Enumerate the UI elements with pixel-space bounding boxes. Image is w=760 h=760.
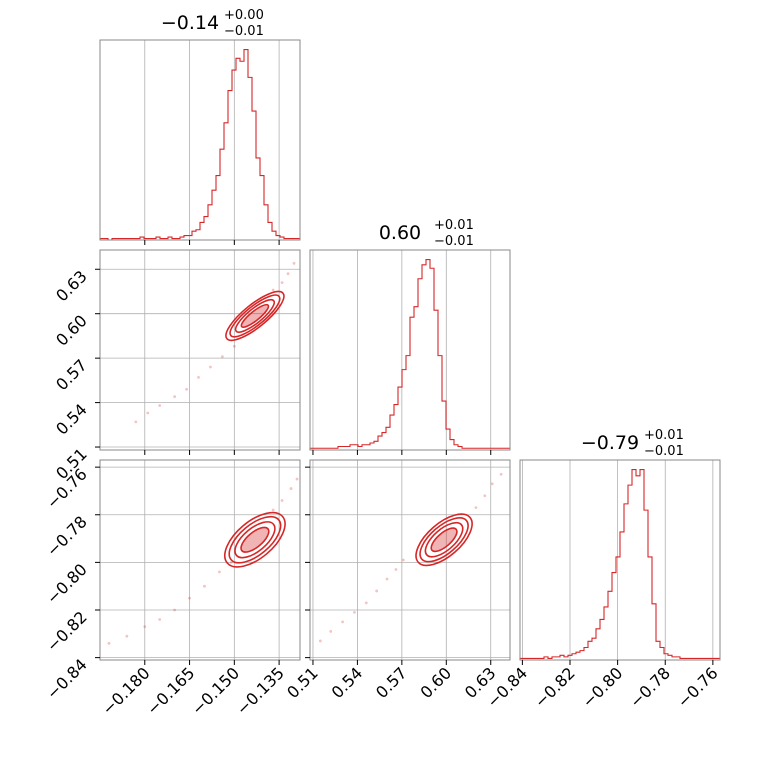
sample-point — [385, 577, 389, 581]
sample-point — [280, 281, 284, 284]
sample-point — [185, 387, 188, 391]
sample-point — [318, 639, 322, 643]
sample-point — [483, 494, 487, 498]
y-tick-label: 0.60 — [52, 311, 91, 350]
contour-level-1 — [234, 521, 276, 559]
sample-point — [280, 499, 284, 502]
contour-level-2 — [229, 294, 281, 338]
sample-point — [329, 630, 333, 633]
contour-level-2 — [228, 515, 282, 564]
sample-point — [490, 482, 494, 486]
sample-point — [271, 288, 275, 292]
pair-panel-0-2 — [99, 459, 301, 661]
x-tick-label: 0.54 — [328, 663, 367, 702]
sample-point — [146, 411, 150, 415]
param-title-plus: +0.01 — [434, 218, 474, 233]
panel-frame — [519, 459, 721, 661]
param-title-1: 0.60 — [379, 222, 421, 244]
param-title-0: −0.14 — [161, 12, 219, 34]
contour-level-3 — [415, 513, 473, 567]
contour-level-0 — [240, 526, 270, 553]
panel-frame — [309, 459, 511, 661]
sample-point — [229, 560, 233, 564]
x-tick-label: −0.80 — [578, 663, 626, 711]
panel-frame — [309, 249, 511, 451]
sample-point — [158, 618, 162, 621]
sample-point — [220, 355, 224, 359]
sample-point — [341, 620, 344, 624]
panel-frame — [99, 249, 301, 451]
param-title-plus: +0.01 — [644, 428, 684, 443]
x-tick-label: −0.135 — [233, 663, 288, 718]
x-tick-label: −0.150 — [188, 663, 243, 718]
contour-level-1 — [234, 298, 276, 333]
contour-level-3 — [224, 511, 286, 568]
sample-point — [143, 625, 147, 629]
contour-level-2 — [419, 517, 469, 563]
sample-point — [295, 477, 299, 481]
y-tick-label: 0.54 — [52, 400, 91, 439]
sample-point — [474, 506, 478, 510]
x-tick-label: −0.82 — [531, 663, 579, 711]
sample-point — [394, 568, 398, 571]
histogram-step-line — [99, 48, 300, 241]
sample-point — [188, 596, 191, 600]
hist-panel-2: −0.79 +0.01−0.01 — [519, 428, 721, 661]
sample-point — [401, 558, 405, 562]
y-tick-label: −0.80 — [43, 560, 91, 608]
x-tick-label: −0.180 — [98, 663, 153, 718]
histogram-step-line — [519, 468, 720, 660]
y-tick-label: −0.82 — [43, 607, 91, 655]
sample-point — [209, 365, 212, 369]
contour-level-1 — [424, 521, 464, 558]
y-tick-label: −0.84 — [43, 655, 91, 703]
x-tick-label: 0.57 — [372, 663, 411, 702]
sample-point — [375, 589, 379, 593]
param-title-minus: −0.01 — [644, 444, 684, 459]
x-tick-label: 0.51 — [283, 663, 322, 702]
sample-point — [173, 395, 177, 399]
sample-point — [289, 487, 293, 490]
sample-point — [292, 261, 296, 265]
histogram-step-line — [309, 258, 510, 450]
sample-point — [499, 472, 503, 476]
contour-level-0 — [240, 303, 270, 329]
sample-point — [107, 641, 111, 645]
param-title-2: −0.79 — [581, 432, 639, 454]
hist-panel-0: −0.14 +0.00−0.01 — [99, 8, 301, 241]
sample-point — [232, 344, 236, 348]
sample-point — [203, 584, 206, 588]
sample-point — [134, 420, 138, 424]
sample-point — [197, 376, 200, 379]
x-tick-label: −0.78 — [626, 663, 674, 711]
x-tick-label: −0.76 — [674, 663, 722, 711]
y-tick-label: −0.78 — [43, 512, 91, 560]
hist-panel-1: 0.60 +0.01−0.01 — [309, 218, 511, 451]
sample-point — [271, 508, 275, 512]
sample-point — [158, 404, 162, 407]
contour-level-0 — [430, 527, 458, 553]
sample-point — [286, 272, 290, 276]
sample-point — [353, 610, 356, 614]
sample-point — [173, 608, 177, 612]
sample-point — [218, 570, 221, 574]
sample-point — [125, 634, 129, 638]
panel-frame — [99, 39, 301, 241]
param-title-plus: +0.00 — [224, 8, 264, 23]
pair-panel-1-2 — [309, 459, 511, 661]
contour-level-3 — [225, 290, 285, 342]
sample-point — [364, 601, 368, 605]
y-tick-label: 0.57 — [52, 356, 91, 395]
param-title-minus: −0.01 — [224, 24, 264, 39]
x-tick-label: −0.165 — [143, 663, 198, 718]
y-tick-label: 0.63 — [52, 267, 91, 306]
x-tick-label: 0.60 — [416, 663, 455, 702]
pair-panel-0-1 — [99, 249, 301, 451]
param-title-minus: −0.01 — [434, 234, 474, 249]
panel-frame — [99, 459, 301, 661]
